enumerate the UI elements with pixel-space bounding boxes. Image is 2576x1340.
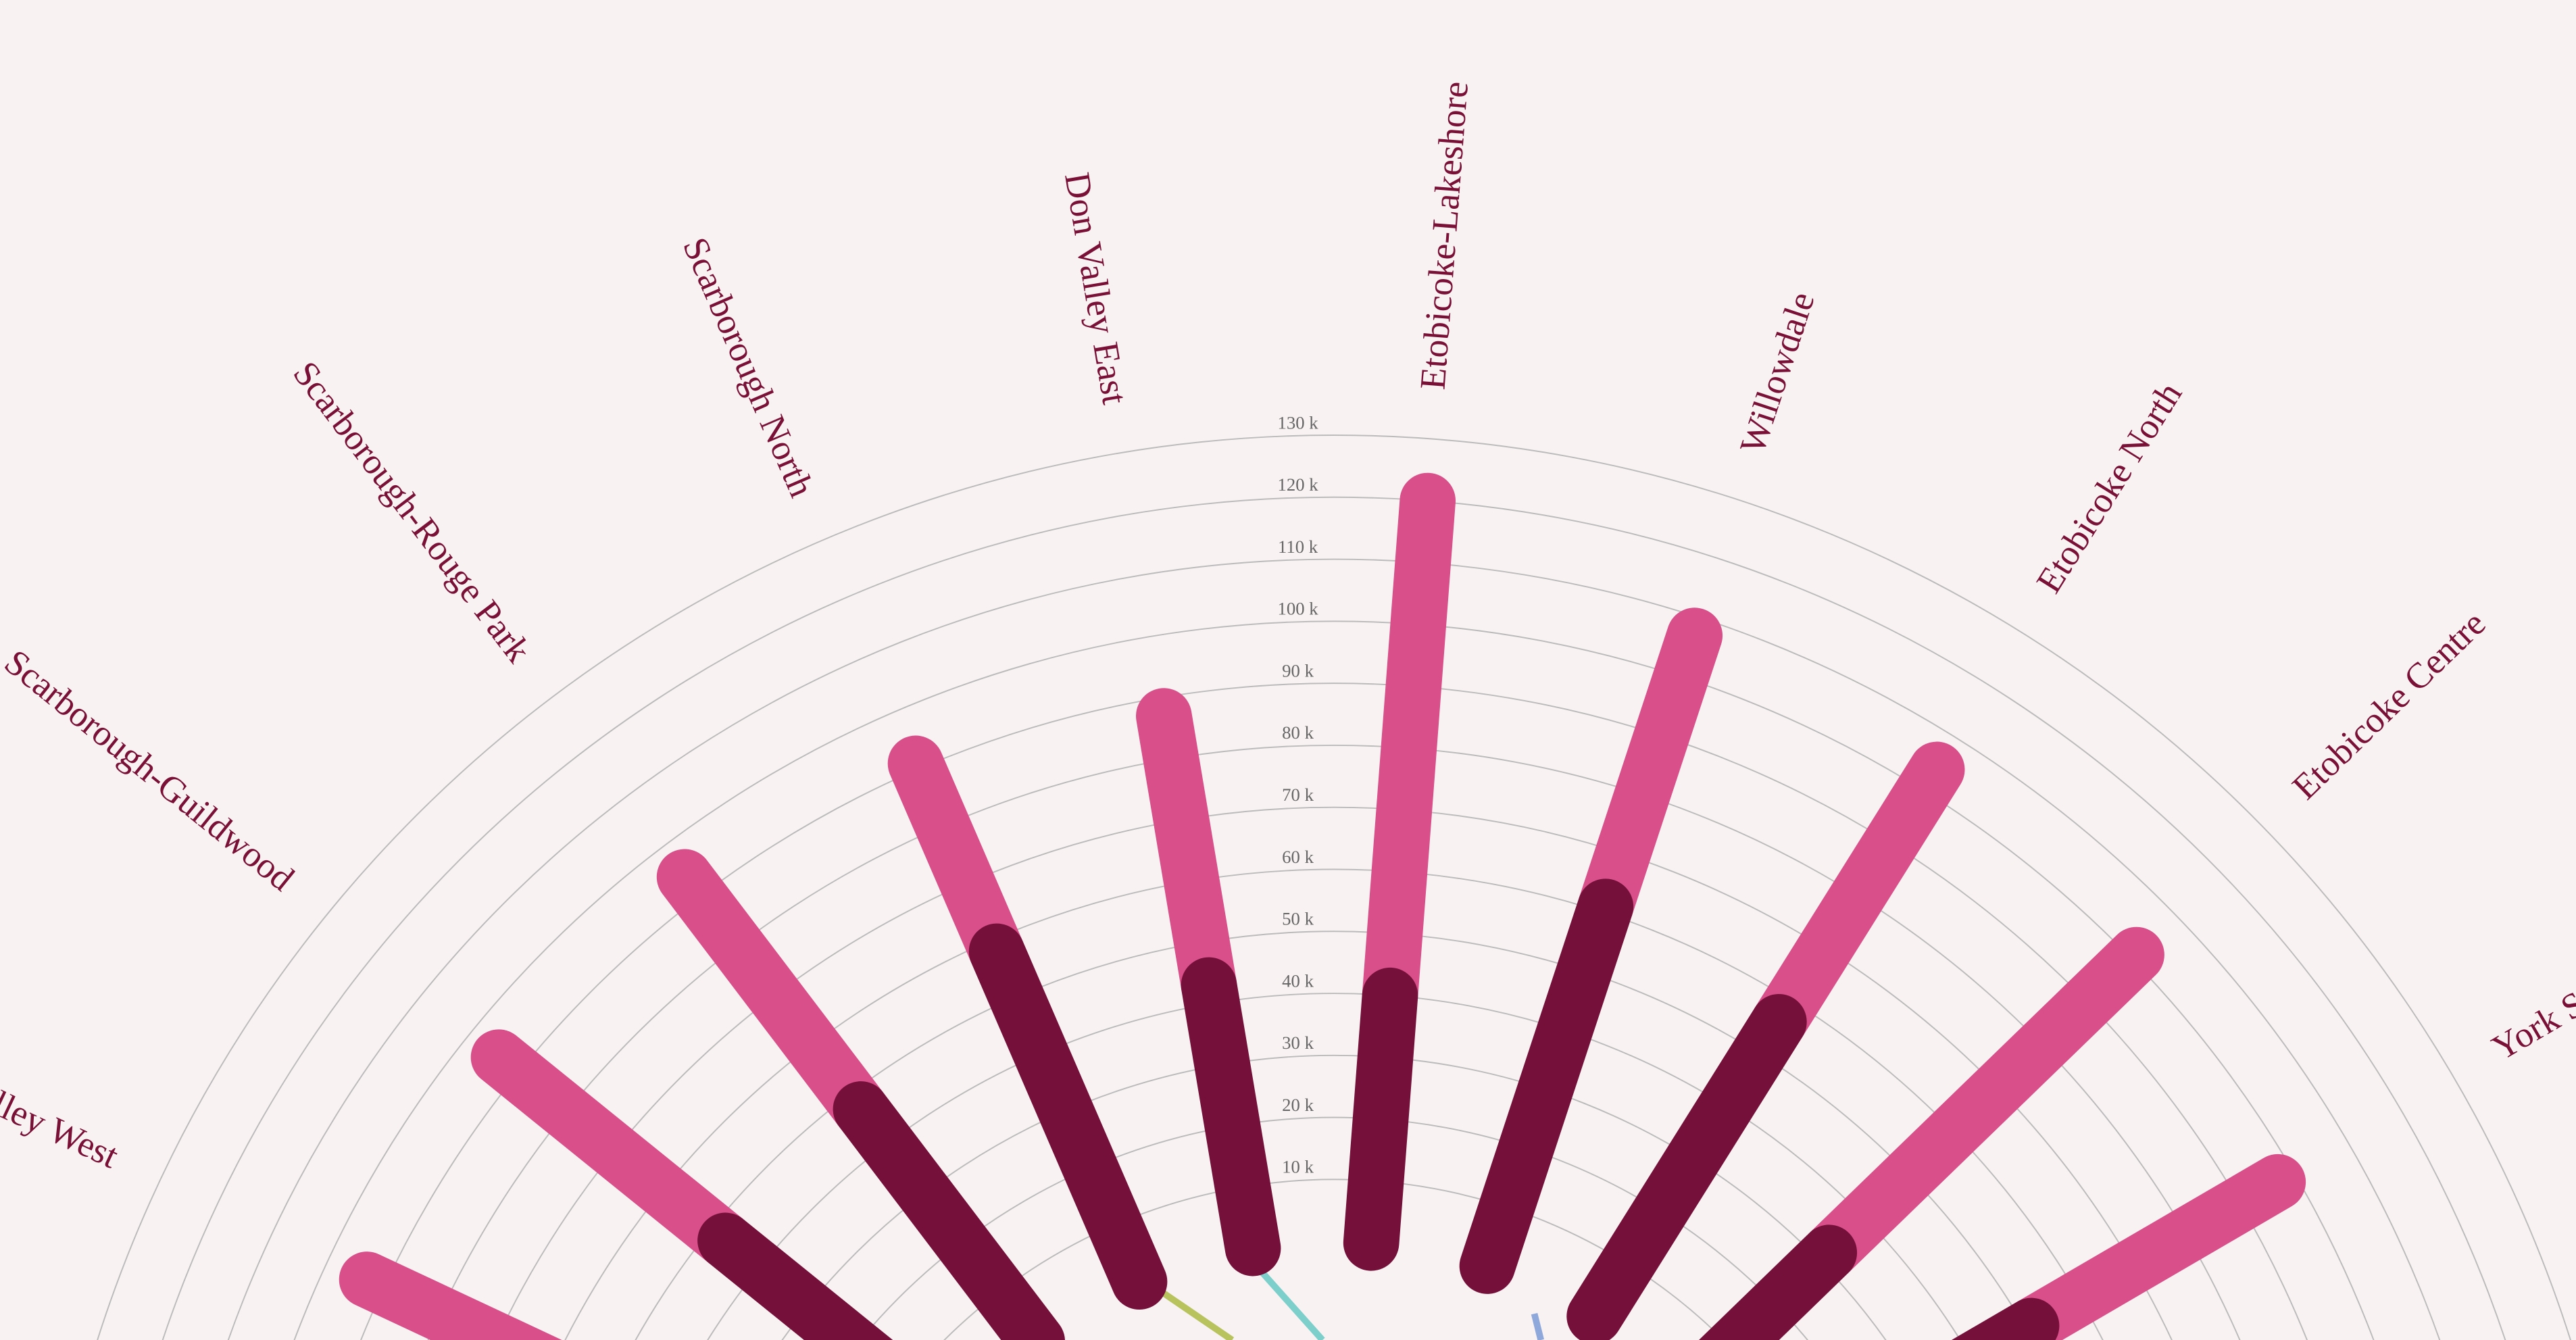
grid: 10 k 20 k 30 k 40 k 50 k 60 k 70 k 80 k 90 k 100 …	[97, 412, 2571, 1340]
bar-segment	[2003, 1153, 2306, 1340]
y-tick-label: 130 k	[1278, 412, 1319, 432]
y-tick-label: 60 k	[1282, 847, 1314, 867]
bar-segment	[887, 735, 1025, 980]
bar-segment	[470, 1029, 753, 1269]
bar-segment	[1566, 993, 1807, 1340]
y-tick-label: 70 k	[1282, 785, 1314, 805]
grid-ring	[943, 1178, 1725, 1340]
bar-segment	[697, 1212, 893, 1340]
grid-ring	[97, 435, 2571, 1340]
bar-segment	[1751, 741, 1965, 1050]
grid-ring	[564, 868, 2104, 1340]
y-tick-label: 50 k	[1282, 909, 1314, 929]
y-tick-label: 120 k	[1278, 474, 1319, 495]
grid-ring	[860, 1116, 1808, 1340]
y-tick-label: 30 k	[1282, 1033, 1314, 1053]
y-tick-label: 10 k	[1282, 1157, 1314, 1177]
grid-ring	[360, 683, 2308, 1340]
grid-ring	[293, 620, 2375, 1340]
bar-segment	[1801, 926, 2164, 1281]
y-tick-label: 80 k	[1282, 722, 1314, 743]
bar-segment	[1343, 967, 1418, 1271]
bar-segment	[1136, 688, 1237, 1014]
grid-ring	[495, 807, 2173, 1340]
y-tick-label: 20 k	[1282, 1095, 1314, 1115]
grid-ring	[635, 930, 2033, 1340]
bar-segment	[1577, 607, 1723, 935]
y-tick-label: 100 k	[1278, 599, 1319, 619]
grid-ring	[162, 497, 2506, 1340]
y-tick-label: 110 k	[1278, 537, 1318, 557]
y-tick-label: 90 k	[1282, 660, 1314, 680]
grid-ring	[781, 1055, 1887, 1340]
grid-ring	[707, 993, 1961, 1340]
bar-segment	[968, 923, 1168, 1310]
bar-segment	[1362, 472, 1456, 1024]
bar-segment	[1699, 1224, 1858, 1340]
grid-ring	[228, 559, 2440, 1340]
bar-segment	[656, 849, 889, 1137]
grid-ring	[427, 745, 2241, 1340]
bar-segment	[339, 1251, 562, 1340]
bar-segment	[1181, 957, 1281, 1276]
connector-line	[1531, 1312, 1544, 1340]
bar-segment	[833, 1081, 1065, 1340]
bar-segment	[1459, 878, 1634, 1294]
y-tick-label: 40 k	[1282, 970, 1314, 991]
bars	[339, 472, 2306, 1340]
